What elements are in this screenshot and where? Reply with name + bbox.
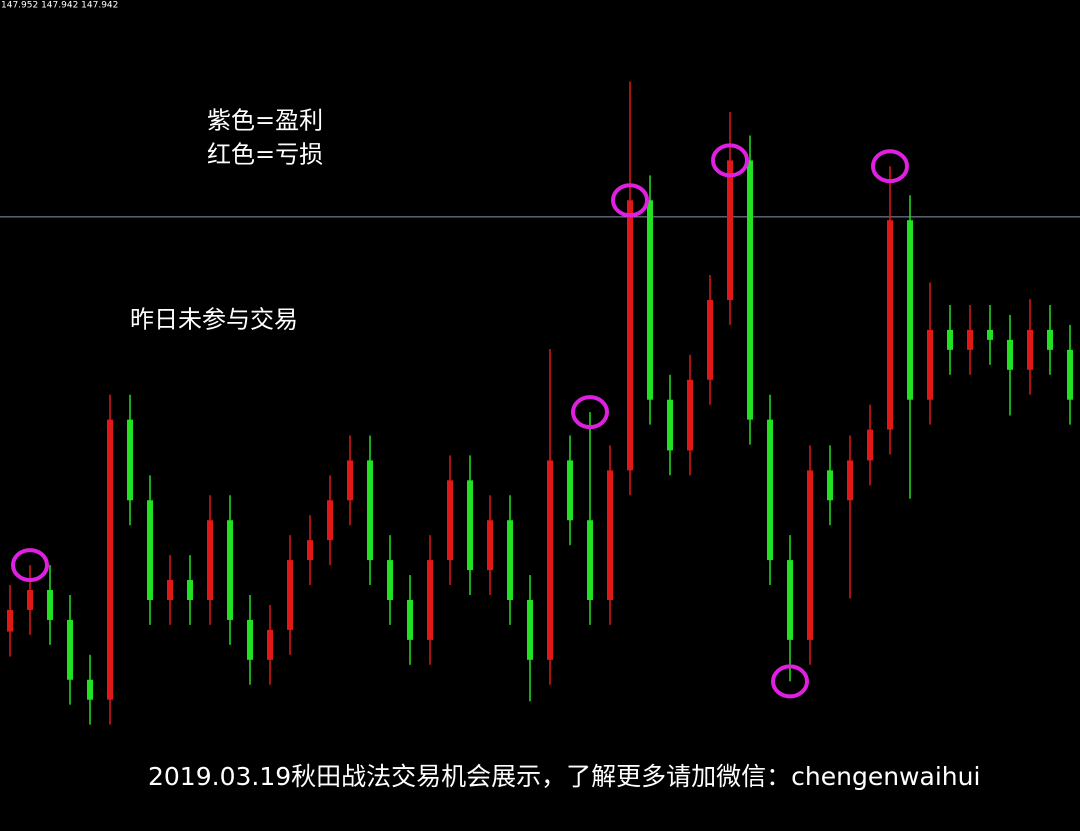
candle-body xyxy=(627,200,633,471)
candle-body xyxy=(27,590,33,610)
candle-body xyxy=(867,429,873,461)
candle-body xyxy=(707,299,713,380)
candle-body xyxy=(247,619,253,660)
candle-body xyxy=(687,379,693,451)
candle-body xyxy=(487,520,493,571)
candle-body xyxy=(167,580,173,600)
candle-body xyxy=(727,160,733,300)
candle-body xyxy=(147,500,153,600)
trade-marker xyxy=(711,143,749,178)
candle-body xyxy=(1007,339,1013,370)
candle-body xyxy=(587,520,593,600)
candle-body xyxy=(947,329,953,350)
candle-body xyxy=(67,619,73,680)
candle-body xyxy=(1047,329,1053,350)
candle-body xyxy=(127,419,133,501)
candle-body xyxy=(267,629,273,660)
candle-body xyxy=(787,560,793,640)
candle-body xyxy=(47,590,53,620)
candle-body xyxy=(447,480,453,561)
candle-body xyxy=(747,160,753,420)
candle-body xyxy=(107,419,113,700)
candle-body xyxy=(367,460,373,561)
caption: 2019.03.19秋田战法交易机会展示，了解更多请加微信：chengenwai… xyxy=(148,762,980,791)
trade-marker xyxy=(771,664,809,699)
candle-body xyxy=(667,399,673,451)
candle-body xyxy=(327,500,333,541)
candle-body xyxy=(567,460,573,521)
candle-body xyxy=(427,560,433,640)
candle-body xyxy=(187,580,193,600)
candle-body xyxy=(207,520,213,600)
candle-body xyxy=(287,560,293,630)
candle-body xyxy=(887,220,893,430)
candle-body xyxy=(507,520,513,600)
legend-profit: 紫色=盈利 xyxy=(207,107,323,135)
trade-marker xyxy=(611,183,649,218)
candle-body xyxy=(1027,329,1033,370)
quote: 147.952 147.942 147.942 xyxy=(1,1,118,11)
legend-loss: 红色=亏损 xyxy=(207,141,323,169)
candle-body xyxy=(467,480,473,571)
candle-body xyxy=(527,599,533,660)
candle-body xyxy=(307,540,313,561)
candle-body xyxy=(7,609,13,632)
candle-body xyxy=(607,470,613,600)
candle-body xyxy=(927,329,933,400)
candle-body xyxy=(1067,349,1073,400)
note: 昨日未参与交易 xyxy=(130,306,298,334)
candle-body xyxy=(87,679,93,700)
candle-body xyxy=(767,419,773,561)
candle-body xyxy=(387,560,393,600)
candle-body xyxy=(347,460,353,501)
candle-body xyxy=(807,470,813,640)
candle-body xyxy=(227,520,233,620)
candle-body xyxy=(907,220,913,400)
candle-body xyxy=(847,460,853,501)
trade-marker xyxy=(871,149,909,184)
candle-body xyxy=(987,329,993,340)
trade-marker xyxy=(571,395,609,430)
candle-body xyxy=(647,200,653,400)
candle-body xyxy=(547,460,553,660)
candle-body xyxy=(407,599,413,640)
trade-marker xyxy=(11,548,49,583)
candle-body xyxy=(967,329,973,350)
candle-body xyxy=(827,470,833,501)
